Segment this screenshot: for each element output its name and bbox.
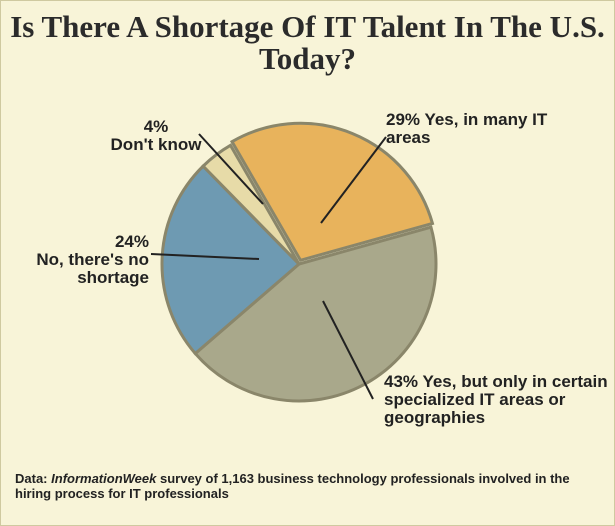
pie-slice (160, 163, 302, 356)
leader-line (150, 253, 260, 260)
category-label: Don't know (110, 135, 202, 154)
category-label: No, there's no shortage (36, 250, 149, 287)
source-publication: InformationWeek (51, 471, 157, 486)
source-note: Data: InformationWeek survey of 1,163 bu… (15, 471, 605, 501)
value-label: 24% (114, 232, 149, 251)
slice-label: 43% Yes, but only in certain specialized… (384, 373, 612, 427)
pie-slice (193, 225, 438, 403)
leader-line (198, 133, 264, 205)
slice-label: 29% Yes, in many IT areas (386, 111, 596, 147)
value-label: 29% (386, 110, 421, 129)
pie-slice (229, 121, 435, 263)
value-label: 43% (384, 372, 419, 391)
slice-label: 4% Don't know (96, 118, 216, 154)
leaders (150, 133, 387, 400)
pie-slice (201, 143, 301, 266)
leader-line (322, 300, 374, 400)
category-label: Yes, in many IT areas (386, 110, 548, 147)
leader-line (320, 136, 387, 224)
chart-title: Is There A Shortage Of IT Talent In The … (10, 9, 605, 76)
category-label: Yes, but only in certain specialized IT … (384, 372, 608, 427)
source-text: survey of 1,163 business technology prof… (15, 471, 570, 501)
slice-label: 24% No, there's no shortage (9, 233, 149, 287)
source-prefix: Data: (15, 471, 48, 486)
value-label: 4% (143, 117, 169, 136)
